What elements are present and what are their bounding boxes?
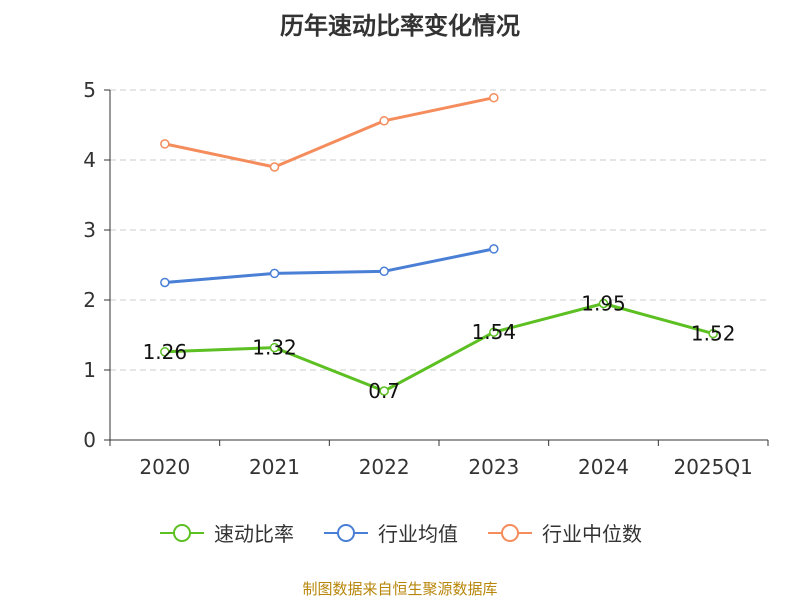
x-tick-label: 2025Q1	[673, 455, 752, 479]
y-tick-label: 5	[83, 78, 96, 102]
y-tick-label: 1	[83, 358, 96, 382]
data-label: 0.7	[368, 379, 400, 403]
data-label: 1.54	[472, 320, 517, 344]
data-point	[379, 266, 389, 277]
data-point	[269, 268, 280, 279]
data-label: 1.52	[691, 322, 736, 346]
legend-item[interactable]: 行业中位数	[486, 518, 642, 547]
legend-label: 行业中位数	[542, 522, 642, 546]
y-tick-label: 2	[83, 288, 96, 312]
source-note: 制图数据来自恒生聚源数据库	[302, 580, 498, 598]
legend-swatch	[488, 523, 532, 542]
data-point	[708, 328, 718, 339]
legend-item[interactable]: 行业均值	[322, 518, 458, 547]
data-point	[269, 162, 280, 172]
data-point	[379, 386, 389, 396]
y-tick-label: 0	[83, 428, 96, 452]
data-point	[379, 116, 389, 126]
x-tick-label: 2021	[249, 455, 300, 479]
series-line	[164, 247, 495, 284]
data-point	[160, 347, 170, 357]
x-tick-label: 2020	[139, 455, 190, 479]
chart-title: 历年速动比率变化情况	[280, 12, 520, 40]
data-label: 1.95	[581, 292, 626, 316]
y-tick-label: 4	[83, 148, 96, 172]
data-point	[489, 244, 499, 254]
data-point	[598, 298, 609, 309]
x-tick-label: 2023	[468, 455, 519, 479]
series-line	[164, 302, 714, 393]
x-tick-label: 2022	[359, 455, 410, 479]
y-tick-label: 3	[83, 218, 96, 242]
data-label: 1.32	[252, 336, 297, 360]
legend-swatch	[324, 523, 368, 542]
legend: 速动比率 行业均值 行业中位数	[0, 518, 800, 547]
x-tick-label: 2024	[578, 455, 629, 479]
legend-label: 行业均值	[378, 522, 458, 546]
series-line	[164, 96, 495, 169]
legend-label: 速动比率	[214, 522, 294, 546]
legend-item[interactable]: 速动比率	[158, 518, 294, 547]
data-point	[489, 327, 499, 337]
data-point	[160, 277, 170, 288]
data-point	[269, 342, 280, 353]
data-label: 1.26	[143, 340, 188, 364]
data-point	[489, 92, 499, 103]
data-point	[160, 139, 170, 149]
legend-swatch	[160, 523, 204, 542]
